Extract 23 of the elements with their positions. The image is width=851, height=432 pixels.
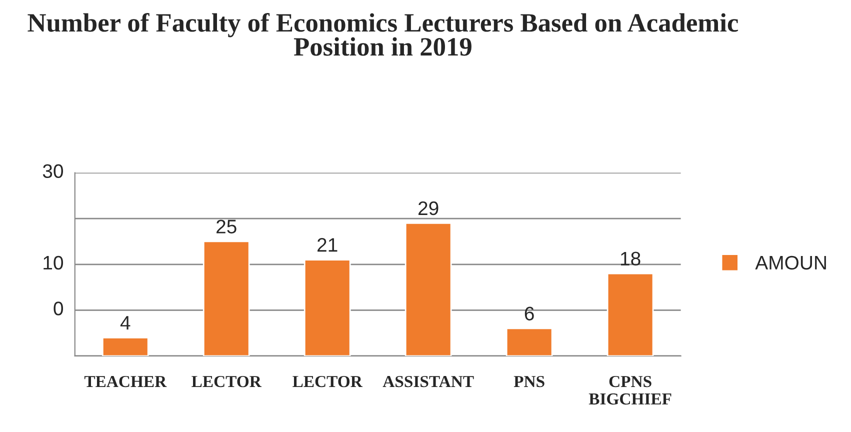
data-label: 25 (216, 220, 236, 234)
x-tick-label: LECTOR (292, 376, 363, 388)
bar (202, 240, 250, 356)
x-tick-label: TEACHER (84, 376, 167, 388)
text: 30 (42, 164, 64, 178)
x-tick-label: PNS (514, 376, 544, 388)
x-tick-label: ASSISTANT (382, 376, 474, 388)
chart-title: Number of Faculty of Economics Lecturers Based on Academic Position in 2019 (28, 12, 738, 56)
bar (102, 336, 149, 356)
bar (506, 328, 553, 356)
text: 10 (44, 256, 64, 270)
bar (304, 259, 351, 356)
data-label: 6 (524, 306, 534, 320)
bar (606, 272, 654, 356)
data-label: 4 (120, 316, 130, 330)
text: 0 (54, 302, 64, 316)
bar (404, 222, 452, 356)
legend-label: AMOUN (755, 256, 826, 270)
x-tick-label: CPNS BIGCHIEF (588, 376, 672, 405)
data-label: 29 (418, 201, 438, 216)
data-label: 21 (318, 238, 338, 252)
x-tick-label: LECTOR (192, 376, 262, 388)
data-label: 18 (620, 252, 640, 266)
